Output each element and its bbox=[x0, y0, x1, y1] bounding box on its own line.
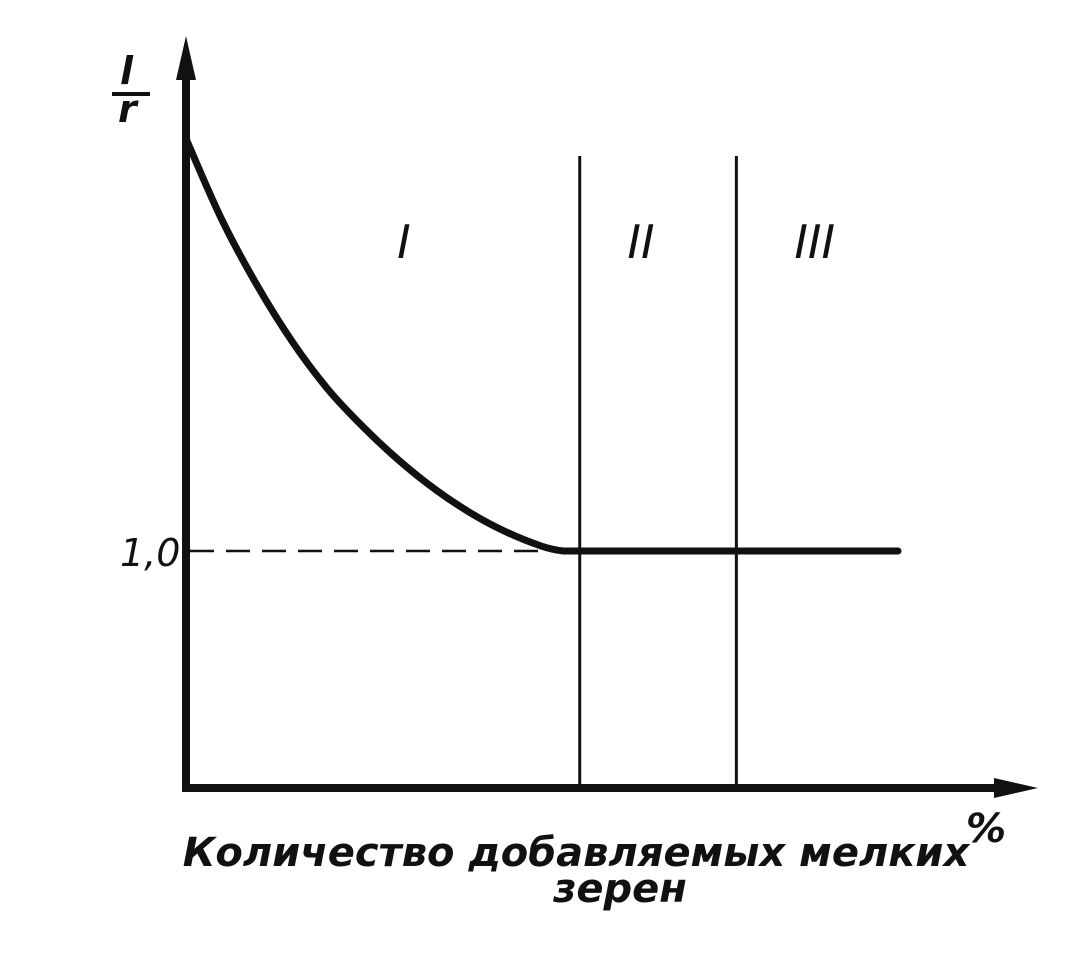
x-axis-unit: % bbox=[966, 806, 1006, 852]
region-boundaries bbox=[578, 156, 738, 788]
region-labels: I II III bbox=[397, 215, 835, 269]
y-axis-label-denominator: r bbox=[118, 87, 139, 131]
x-axis-label-line2: зерен bbox=[552, 866, 687, 912]
region-label-1: I bbox=[397, 215, 411, 269]
y-tick-label: 1,0 bbox=[120, 531, 180, 575]
x-axis-label-line1: Количество добавляемых мелких bbox=[183, 830, 971, 876]
series-line bbox=[182, 135, 902, 555]
region-label-2: II bbox=[627, 215, 654, 269]
y-axis-label-numerator: l bbox=[120, 49, 134, 93]
y-axis-arrowhead bbox=[176, 36, 196, 80]
x-axis-arrowhead bbox=[994, 778, 1038, 798]
region-label-3: III bbox=[794, 215, 835, 269]
